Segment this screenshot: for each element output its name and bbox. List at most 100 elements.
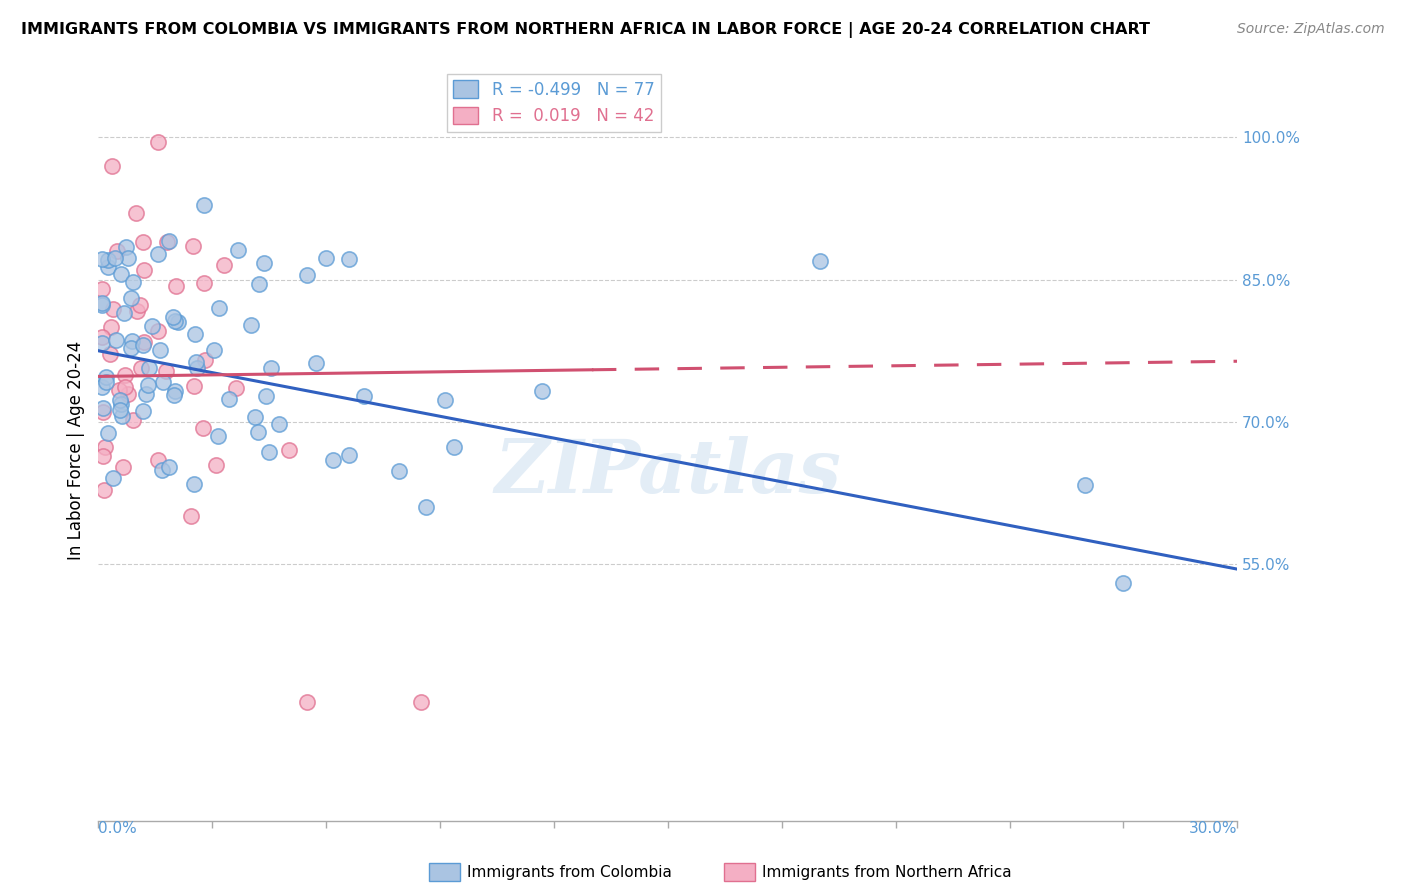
Point	[91, 401, 114, 416]
Point	[91, 405, 114, 419]
Point	[110, 397, 132, 411]
Point	[157, 459, 180, 474]
Point	[530, 384, 553, 398]
Point	[101, 302, 124, 317]
Point	[149, 343, 172, 357]
Text: 0.0%: 0.0%	[98, 821, 138, 836]
Point	[337, 252, 360, 266]
Point	[121, 275, 143, 289]
Text: Source: ZipAtlas.com: Source: ZipAtlas.com	[1237, 22, 1385, 37]
Point	[225, 381, 247, 395]
Point	[97, 260, 120, 274]
Point	[115, 240, 138, 254]
Point	[120, 291, 142, 305]
Point	[184, 355, 207, 369]
Point	[212, 259, 235, 273]
Point	[162, 310, 184, 325]
Point	[104, 333, 127, 347]
Point	[148, 135, 170, 149]
Point	[157, 234, 180, 248]
Point	[121, 413, 143, 427]
Point	[108, 383, 131, 397]
Point	[183, 239, 205, 253]
Point	[411, 695, 433, 709]
Point	[141, 319, 163, 334]
Point	[91, 335, 114, 350]
Point	[433, 393, 456, 408]
Point	[97, 426, 120, 441]
Y-axis label: In Labor Force | Age 20-24: In Labor Force | Age 20-24	[66, 341, 84, 560]
Point	[1074, 477, 1097, 491]
Point	[218, 392, 240, 406]
Point	[443, 440, 465, 454]
Point	[415, 500, 437, 514]
Point	[120, 341, 142, 355]
Point	[183, 476, 205, 491]
Point	[100, 319, 122, 334]
Point	[94, 369, 117, 384]
Point	[240, 318, 263, 332]
Point	[93, 450, 115, 464]
Point	[208, 301, 231, 315]
Point	[337, 448, 360, 462]
Point	[146, 247, 169, 261]
Point	[259, 445, 281, 459]
Point	[205, 458, 228, 472]
Point	[808, 253, 831, 268]
Text: Immigrants from Colombia: Immigrants from Colombia	[467, 865, 672, 880]
Point	[94, 440, 117, 454]
Point	[98, 347, 121, 361]
Point	[191, 421, 214, 435]
Point	[91, 298, 114, 312]
Point	[297, 695, 319, 709]
Point	[91, 252, 114, 266]
Point	[254, 389, 277, 403]
Point	[193, 276, 215, 290]
Point	[117, 251, 139, 265]
Point	[91, 296, 114, 310]
Point	[110, 267, 132, 281]
Point	[132, 263, 155, 277]
Point	[152, 375, 174, 389]
Point	[100, 159, 122, 173]
Point	[180, 508, 202, 523]
Point	[166, 315, 188, 329]
Point	[246, 425, 269, 440]
Point	[150, 463, 173, 477]
Point	[315, 251, 337, 265]
Point	[91, 282, 114, 296]
Point	[146, 452, 169, 467]
Point	[1112, 576, 1135, 591]
Point	[132, 403, 155, 417]
Point	[183, 379, 205, 393]
Point	[305, 356, 328, 370]
Point	[388, 464, 411, 478]
Point	[107, 244, 129, 259]
Point	[202, 343, 225, 357]
Point	[353, 389, 375, 403]
Point	[132, 235, 155, 249]
Point	[129, 297, 152, 311]
Point	[207, 429, 229, 443]
Point	[322, 453, 344, 467]
Point	[253, 256, 276, 270]
Point	[96, 375, 118, 389]
Text: Immigrants from Northern Africa: Immigrants from Northern Africa	[762, 865, 1012, 880]
Point	[278, 442, 301, 457]
Point	[138, 378, 160, 392]
Point	[163, 384, 186, 398]
Point	[134, 334, 156, 349]
Point	[138, 361, 160, 376]
Point	[127, 303, 149, 318]
Text: IMMIGRANTS FROM COLOMBIA VS IMMIGRANTS FROM NORTHERN AFRICA IN LABOR FORCE | AGE: IMMIGRANTS FROM COLOMBIA VS IMMIGRANTS F…	[21, 22, 1150, 38]
Point	[110, 402, 132, 417]
Point	[125, 206, 148, 220]
Point	[184, 326, 207, 341]
Point	[156, 235, 179, 249]
Point	[93, 483, 115, 497]
Point	[117, 387, 139, 401]
Point	[135, 386, 157, 401]
Point	[148, 324, 170, 338]
Point	[131, 360, 153, 375]
Point	[165, 279, 187, 293]
